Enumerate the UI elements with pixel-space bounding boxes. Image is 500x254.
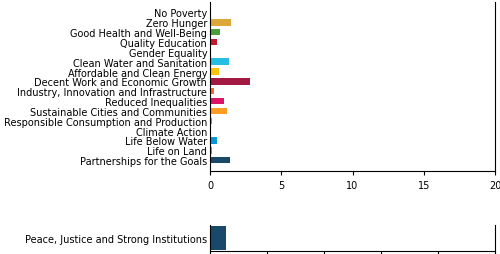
- Bar: [210, 20, 232, 26]
- Bar: [210, 226, 226, 250]
- Bar: [210, 99, 224, 105]
- Bar: [210, 138, 217, 144]
- Bar: [210, 50, 212, 56]
- Bar: [210, 59, 229, 66]
- Bar: [210, 128, 212, 134]
- Bar: [210, 69, 218, 75]
- Bar: [210, 30, 220, 36]
- Bar: [210, 40, 217, 46]
- Bar: [210, 157, 230, 164]
- Bar: [210, 108, 227, 115]
- Bar: [210, 89, 214, 95]
- Bar: [210, 148, 212, 154]
- Bar: [210, 118, 212, 124]
- Bar: [210, 79, 250, 85]
